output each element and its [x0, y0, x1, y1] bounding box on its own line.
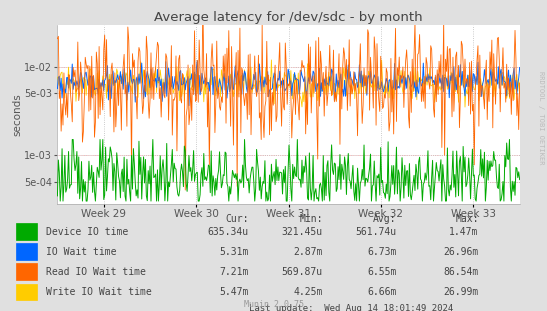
Text: Munin 2.0.75: Munin 2.0.75 [243, 300, 304, 309]
Text: RRDTOOL / TOBI OETIKER: RRDTOOL / TOBI OETIKER [538, 72, 544, 165]
Text: Device IO time: Device IO time [46, 227, 129, 237]
Text: Avg:: Avg: [373, 214, 397, 224]
Text: Min:: Min: [299, 214, 323, 224]
Text: 321.45u: 321.45u [282, 227, 323, 237]
FancyBboxPatch shape [16, 284, 37, 300]
FancyBboxPatch shape [16, 243, 37, 260]
Text: Read IO Wait time: Read IO Wait time [46, 267, 147, 277]
Text: 4.25m: 4.25m [293, 287, 323, 297]
Y-axis label: seconds: seconds [13, 93, 22, 136]
Text: 561.74u: 561.74u [356, 227, 397, 237]
Text: Max:: Max: [455, 214, 479, 224]
Text: 5.47m: 5.47m [219, 287, 249, 297]
Text: Write IO Wait time: Write IO Wait time [46, 287, 152, 297]
Text: Cur:: Cur: [225, 214, 249, 224]
Text: 26.99m: 26.99m [444, 287, 479, 297]
Text: 7.21m: 7.21m [219, 267, 249, 277]
Text: 86.54m: 86.54m [444, 267, 479, 277]
FancyBboxPatch shape [16, 223, 37, 240]
Text: 26.96m: 26.96m [444, 247, 479, 257]
Text: 1.47m: 1.47m [449, 227, 479, 237]
Text: Last update:  Wed Aug 14 18:01:49 2024: Last update: Wed Aug 14 18:01:49 2024 [249, 304, 453, 311]
Text: 569.87u: 569.87u [282, 267, 323, 277]
Text: 2.87m: 2.87m [293, 247, 323, 257]
FancyBboxPatch shape [16, 263, 37, 280]
Text: 635.34u: 635.34u [208, 227, 249, 237]
Text: 5.31m: 5.31m [219, 247, 249, 257]
Text: 6.73m: 6.73m [367, 247, 397, 257]
Text: 6.66m: 6.66m [367, 287, 397, 297]
Text: 6.55m: 6.55m [367, 267, 397, 277]
Text: IO Wait time: IO Wait time [46, 247, 117, 257]
Title: Average latency for /dev/sdc - by month: Average latency for /dev/sdc - by month [154, 11, 423, 24]
